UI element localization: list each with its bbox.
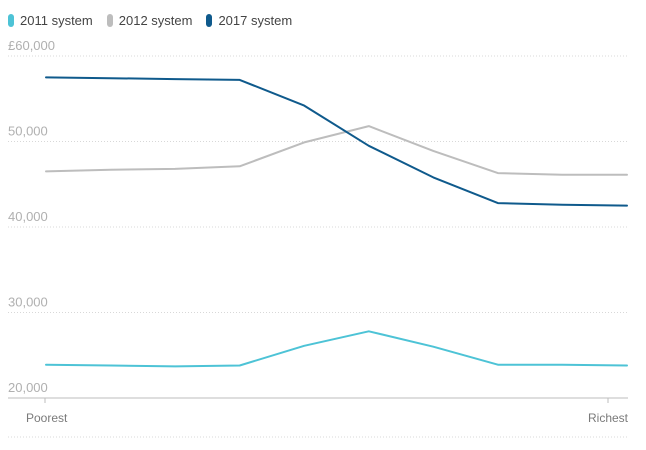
y-tick-label: 50,000 [8,124,48,139]
legend-swatch [206,14,213,27]
legend: 2011 system 2012 system 2017 system [8,13,292,28]
legend-label: 2011 system [20,13,93,28]
legend-item: 2011 system [8,13,93,28]
x-tick-label: Richest [588,411,629,425]
y-tick-label: 40,000 [8,209,48,224]
legend-swatch [106,14,113,27]
x-tick-label: Poorest [26,411,68,425]
y-tick-label: £60,000 [8,38,55,53]
legend-item: 2012 system [106,13,193,28]
legend-swatch [8,14,14,27]
series-line-2017-system [45,76,628,207]
legend-label: 2012 system [118,13,193,28]
series-line-2012-system [45,125,628,176]
legend-item: 2017 system [206,13,292,28]
legend-label: 2017 system [218,13,293,28]
y-tick-label: 20,000 [8,380,48,395]
y-tick-label: 30,000 [8,295,48,310]
series-line-2011-system [45,330,628,368]
